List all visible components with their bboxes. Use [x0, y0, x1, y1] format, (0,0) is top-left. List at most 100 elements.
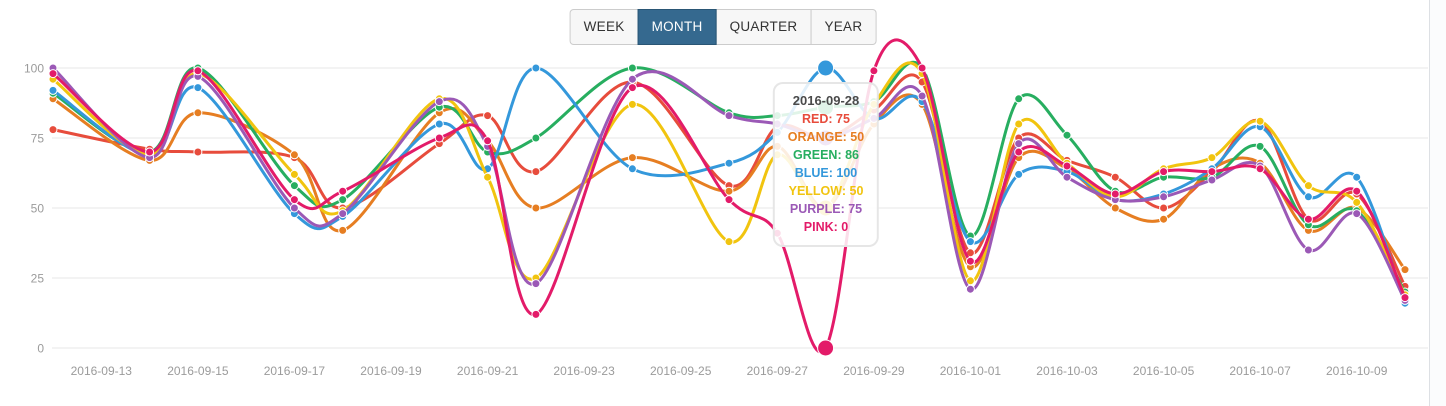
- data-point-orange[interactable]: [1400, 265, 1410, 275]
- period-tab-bar: WEEK MONTH QUARTER YEAR: [569, 9, 877, 45]
- data-point-yellow[interactable]: [724, 237, 734, 247]
- data-point-blue[interactable]: [627, 164, 637, 174]
- data-point-blue[interactable]: [193, 83, 203, 93]
- series-line-pink: [51, 38, 1407, 354]
- tab-week[interactable]: WEEK: [569, 9, 639, 45]
- data-point-purple[interactable]: [1014, 139, 1024, 149]
- data-point-pink[interactable]: [1062, 161, 1072, 171]
- data-point-green[interactable]: [1255, 141, 1265, 151]
- data-point-blue[interactable]: [724, 158, 734, 168]
- data-point-pink[interactable]: [1159, 167, 1169, 177]
- data-point-pink[interactable]: [1207, 167, 1217, 177]
- data-point-pink[interactable]: [1352, 186, 1362, 196]
- data-point-pink[interactable]: [338, 186, 348, 196]
- data-point-orange[interactable]: [627, 153, 637, 163]
- data-point-pink[interactable]: [48, 69, 58, 79]
- data-point-purple[interactable]: [724, 111, 734, 121]
- data-point-purple[interactable]: [531, 279, 541, 289]
- data-point-blue[interactable]: [48, 85, 58, 95]
- data-point-red[interactable]: [48, 125, 58, 135]
- data-point-purple[interactable]: [1062, 172, 1072, 182]
- x-axis-tick-label: 2016-09-15: [167, 364, 229, 378]
- data-point-orange[interactable]: [338, 225, 348, 235]
- data-point-blue[interactable]: [531, 63, 541, 73]
- data-point-blue[interactable]: [1303, 192, 1313, 202]
- data-point-orange[interactable]: [531, 203, 541, 213]
- data-point-pink[interactable]: [1014, 147, 1024, 157]
- data-point-green[interactable]: [1014, 94, 1024, 104]
- data-point-yellow[interactable]: [1303, 181, 1313, 191]
- data-point-green[interactable]: [289, 181, 299, 191]
- data-point-purple[interactable]: [772, 119, 782, 129]
- data-point-yellow[interactable]: [483, 172, 493, 182]
- data-point-pink[interactable]: [817, 339, 835, 357]
- data-point-green[interactable]: [627, 63, 637, 73]
- data-point-purple[interactable]: [434, 97, 444, 107]
- data-point-pink[interactable]: [483, 136, 493, 146]
- data-point-pink[interactable]: [627, 83, 637, 93]
- data-point-purple[interactable]: [965, 284, 975, 294]
- data-point-purple[interactable]: [1352, 209, 1362, 219]
- data-point-blue[interactable]: [772, 127, 782, 137]
- data-point-orange[interactable]: [193, 108, 203, 118]
- data-point-green[interactable]: [531, 133, 541, 143]
- data-point-red[interactable]: [1110, 172, 1120, 182]
- x-axis-tick-label: 2016-09-25: [650, 364, 712, 378]
- data-point-purple[interactable]: [869, 113, 879, 123]
- data-point-green[interactable]: [338, 195, 348, 205]
- tab-quarter[interactable]: QUARTER: [715, 9, 812, 45]
- data-point-blue[interactable]: [965, 237, 975, 247]
- data-point-orange[interactable]: [1159, 214, 1169, 224]
- data-point-green[interactable]: [772, 111, 782, 121]
- data-point-yellow[interactable]: [869, 99, 879, 109]
- data-point-blue[interactable]: [817, 59, 835, 77]
- data-point-pink[interactable]: [1255, 164, 1265, 174]
- x-axis-tick-label: 2016-09-23: [553, 364, 615, 378]
- tab-month[interactable]: MONTH: [637, 9, 717, 45]
- data-point-purple[interactable]: [338, 209, 348, 219]
- data-point-red[interactable]: [483, 111, 493, 121]
- data-point-green[interactable]: [817, 98, 835, 116]
- data-point-yellow[interactable]: [1014, 119, 1024, 129]
- data-point-yellow[interactable]: [817, 199, 835, 217]
- data-point-pink[interactable]: [434, 133, 444, 143]
- data-point-orange[interactable]: [1110, 203, 1120, 213]
- data-point-blue[interactable]: [434, 119, 444, 129]
- x-axis-tick-label: 2016-09-17: [264, 364, 326, 378]
- data-point-purple[interactable]: [1207, 175, 1217, 185]
- data-point-red[interactable]: [531, 167, 541, 177]
- data-point-purple[interactable]: [627, 74, 637, 84]
- data-point-yellow[interactable]: [627, 99, 637, 109]
- data-point-purple[interactable]: [289, 203, 299, 213]
- data-point-pink[interactable]: [193, 66, 203, 76]
- data-point-yellow[interactable]: [289, 169, 299, 179]
- data-point-pink[interactable]: [772, 228, 782, 238]
- data-point-yellow[interactable]: [1352, 197, 1362, 207]
- data-point-pink[interactable]: [1400, 293, 1410, 303]
- tab-year[interactable]: YEAR: [810, 9, 877, 45]
- data-point-red[interactable]: [193, 147, 203, 157]
- data-point-green[interactable]: [1062, 130, 1072, 140]
- data-point-pink[interactable]: [869, 66, 879, 76]
- data-point-pink[interactable]: [965, 256, 975, 266]
- data-point-yellow[interactable]: [1207, 153, 1217, 163]
- y-axis-tick-label: 25: [31, 272, 45, 286]
- data-point-blue[interactable]: [1352, 172, 1362, 182]
- data-point-pink[interactable]: [1303, 214, 1313, 224]
- data-point-pink[interactable]: [917, 63, 927, 73]
- data-point-pink[interactable]: [531, 309, 541, 319]
- data-point-purple[interactable]: [917, 91, 927, 101]
- data-point-pink[interactable]: [724, 195, 734, 205]
- data-point-purple[interactable]: [1303, 245, 1313, 255]
- data-point-pink[interactable]: [1110, 189, 1120, 199]
- data-point-yellow[interactable]: [772, 150, 782, 160]
- data-point-orange[interactable]: [772, 141, 782, 151]
- data-point-blue[interactable]: [1014, 169, 1024, 179]
- data-point-purple[interactable]: [817, 129, 835, 147]
- data-point-purple[interactable]: [1159, 192, 1169, 202]
- data-point-red[interactable]: [1159, 203, 1169, 213]
- data-point-yellow[interactable]: [1255, 116, 1265, 126]
- data-point-pink[interactable]: [145, 147, 155, 157]
- data-point-orange[interactable]: [289, 150, 299, 160]
- data-point-pink[interactable]: [289, 195, 299, 205]
